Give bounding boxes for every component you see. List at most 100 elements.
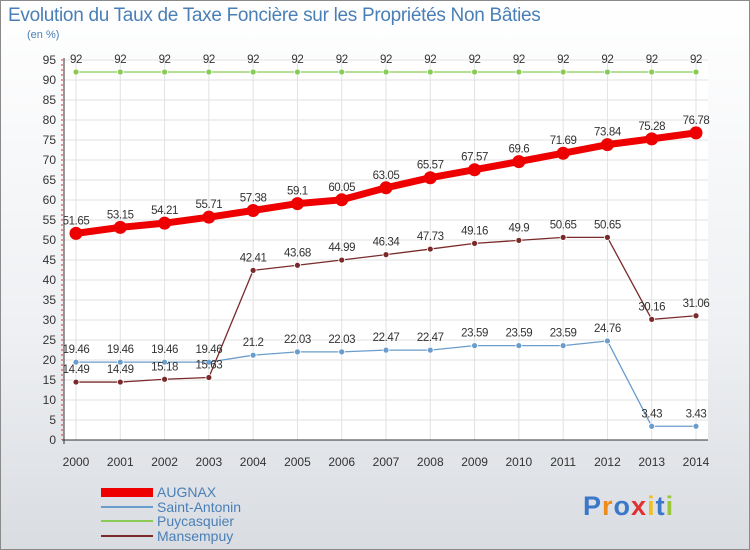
data-label-puycasquier: 92 (380, 54, 392, 66)
legend-swatch-saint-antonin (101, 505, 153, 508)
data-label-augnax: 51.65 (63, 215, 90, 227)
data-point-augnax (645, 132, 659, 146)
data-label-augnax: 60.05 (328, 182, 355, 194)
data-point-saint-antonin (116, 358, 124, 366)
data-label-puycasquier: 92 (291, 54, 303, 66)
data-point-augnax (113, 220, 127, 234)
data-point-augnax (379, 181, 393, 195)
data-label-augnax: 75.28 (638, 121, 665, 133)
data-point-mansempuy (559, 233, 567, 241)
data-point-mansempuy (72, 378, 80, 386)
data-label-saint-antonin: 19.46 (107, 344, 134, 356)
data-label-puycasquier: 92 (646, 54, 658, 66)
data-point-mansempuy (338, 256, 346, 264)
x-tick-label: 2011 (550, 455, 576, 469)
legend-label-saint-antonin: Saint-Antonin (157, 498, 242, 515)
data-point-augnax (202, 210, 216, 224)
data-point-puycasquier (471, 68, 478, 76)
data-label-puycasquier: 92 (203, 54, 215, 66)
data-label-augnax: 53.15 (107, 209, 134, 221)
data-label-puycasquier: 92 (424, 54, 436, 66)
data-label-puycasquier: 92 (336, 54, 348, 66)
data-point-saint-antonin (338, 348, 346, 356)
data-point-augnax (290, 197, 304, 211)
y-tick-label: 25 (43, 333, 57, 347)
data-point-puycasquier (559, 68, 567, 76)
y-tick-label: 55 (43, 213, 57, 227)
data-label-mansempuy: 15.18 (151, 361, 178, 373)
legend-item-puycasquier: Puycasquier (101, 514, 241, 529)
data-label-augnax: 73.84 (594, 127, 622, 139)
data-point-puycasquier (382, 68, 390, 76)
y-tick-label: 20 (43, 353, 57, 367)
data-label-saint-antonin: 22.03 (328, 334, 355, 346)
data-point-augnax (158, 216, 172, 230)
y-tick-label: 5 (49, 413, 56, 427)
y-tick-label: 15 (43, 373, 57, 387)
logo-letter: o (613, 491, 632, 521)
y-tick-label: 80 (43, 113, 57, 127)
x-tick-label: 2013 (638, 455, 665, 469)
x-tick-label: 2000 (63, 455, 90, 469)
data-label-saint-antonin: 22.47 (417, 332, 444, 344)
data-label-puycasquier: 92 (690, 54, 702, 66)
y-tick-label: 50 (43, 233, 57, 247)
data-label-puycasquier: 92 (513, 54, 525, 66)
data-point-mansempuy (515, 236, 523, 244)
logo-letter: i (647, 491, 656, 521)
data-label-mansempuy: 44.99 (328, 242, 355, 254)
data-point-augnax (335, 193, 349, 207)
data-label-puycasquier: 92 (557, 54, 569, 66)
data-point-saint-antonin (205, 358, 213, 366)
data-point-augnax (69, 226, 83, 240)
data-point-puycasquier (249, 68, 257, 76)
y-tick-label: 30 (43, 313, 57, 327)
x-tick-label: 2003 (196, 455, 223, 469)
data-label-mansempuy: 50.65 (550, 219, 577, 231)
logo-letter: t (655, 491, 666, 521)
y-tick-label: 10 (43, 393, 57, 407)
data-label-saint-antonin: 24.76 (594, 323, 621, 335)
data-label-mansempuy: 46.34 (373, 237, 401, 249)
legend-swatch-puycasquier (101, 520, 153, 523)
data-point-mansempuy (692, 312, 700, 320)
legend-swatch-augnax (101, 487, 153, 497)
data-point-saint-antonin (382, 346, 390, 354)
data-label-mansempuy: 31.06 (683, 298, 710, 310)
data-point-augnax (600, 138, 614, 152)
data-label-augnax: 65.57 (417, 160, 444, 172)
data-point-augnax (468, 163, 482, 177)
data-label-saint-antonin: 21.2 (243, 337, 264, 349)
legend-swatch-mansempuy (101, 534, 153, 537)
data-label-saint-antonin: 23.59 (461, 328, 488, 340)
x-tick-label: 2014 (683, 455, 710, 469)
data-label-puycasquier: 92 (469, 54, 481, 66)
y-tick-label: 70 (43, 153, 57, 167)
data-label-mansempuy: 14.49 (63, 364, 90, 376)
data-label-augnax: 71.69 (550, 135, 577, 147)
data-label-saint-antonin: 19.46 (195, 344, 222, 356)
x-tick-label: 2006 (328, 455, 355, 469)
y-tick-label: 75 (43, 133, 57, 147)
data-point-mansempuy (426, 245, 434, 253)
data-point-puycasquier (604, 68, 611, 76)
data-point-puycasquier (515, 68, 523, 76)
data-label-mansempuy: 42.41 (240, 252, 267, 264)
data-label-mansempuy: 49.16 (461, 225, 488, 237)
data-label-mansempuy: 43.68 (284, 247, 311, 259)
data-point-saint-antonin (426, 346, 434, 354)
data-point-augnax (246, 203, 260, 217)
legend-item-saint-antonin: Saint-Antonin (101, 500, 241, 515)
data-label-augnax: 55.71 (195, 199, 222, 211)
legend-item-augnax: AUGNAX (101, 485, 241, 500)
data-label-mansempuy: 14.49 (107, 364, 134, 376)
x-tick-label: 2002 (151, 455, 178, 469)
y-tick-label: 45 (43, 253, 57, 267)
logo-letter: i (665, 491, 675, 521)
data-label-augnax: 69.6 (508, 144, 529, 156)
data-label-mansempuy: 49.9 (508, 222, 529, 234)
data-point-mansempuy (294, 261, 301, 269)
data-point-augnax (556, 146, 570, 160)
logo-letter: r (602, 491, 614, 521)
